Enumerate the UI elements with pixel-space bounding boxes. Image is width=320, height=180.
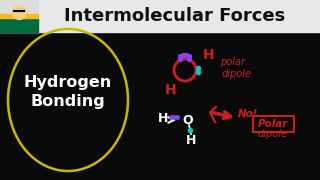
Bar bbox=[0, 18, 38, 32]
Bar bbox=[0, 0, 38, 32]
Text: O: O bbox=[183, 114, 193, 127]
Bar bbox=[0, 14, 38, 18]
Text: dipole: dipole bbox=[222, 69, 252, 79]
Text: H: H bbox=[158, 111, 168, 125]
Text: H: H bbox=[203, 48, 215, 62]
Text: H: H bbox=[186, 134, 196, 147]
Text: dipole: dipole bbox=[258, 129, 288, 139]
Text: polar: polar bbox=[220, 57, 245, 67]
Text: Hydrogen
Bonding: Hydrogen Bonding bbox=[24, 75, 112, 109]
Text: No!: No! bbox=[238, 109, 259, 119]
Text: Polar: Polar bbox=[258, 119, 288, 129]
Text: Intermolecular Forces: Intermolecular Forces bbox=[64, 7, 286, 25]
Text: H: H bbox=[165, 83, 177, 97]
Bar bbox=[0, 0, 320, 32]
